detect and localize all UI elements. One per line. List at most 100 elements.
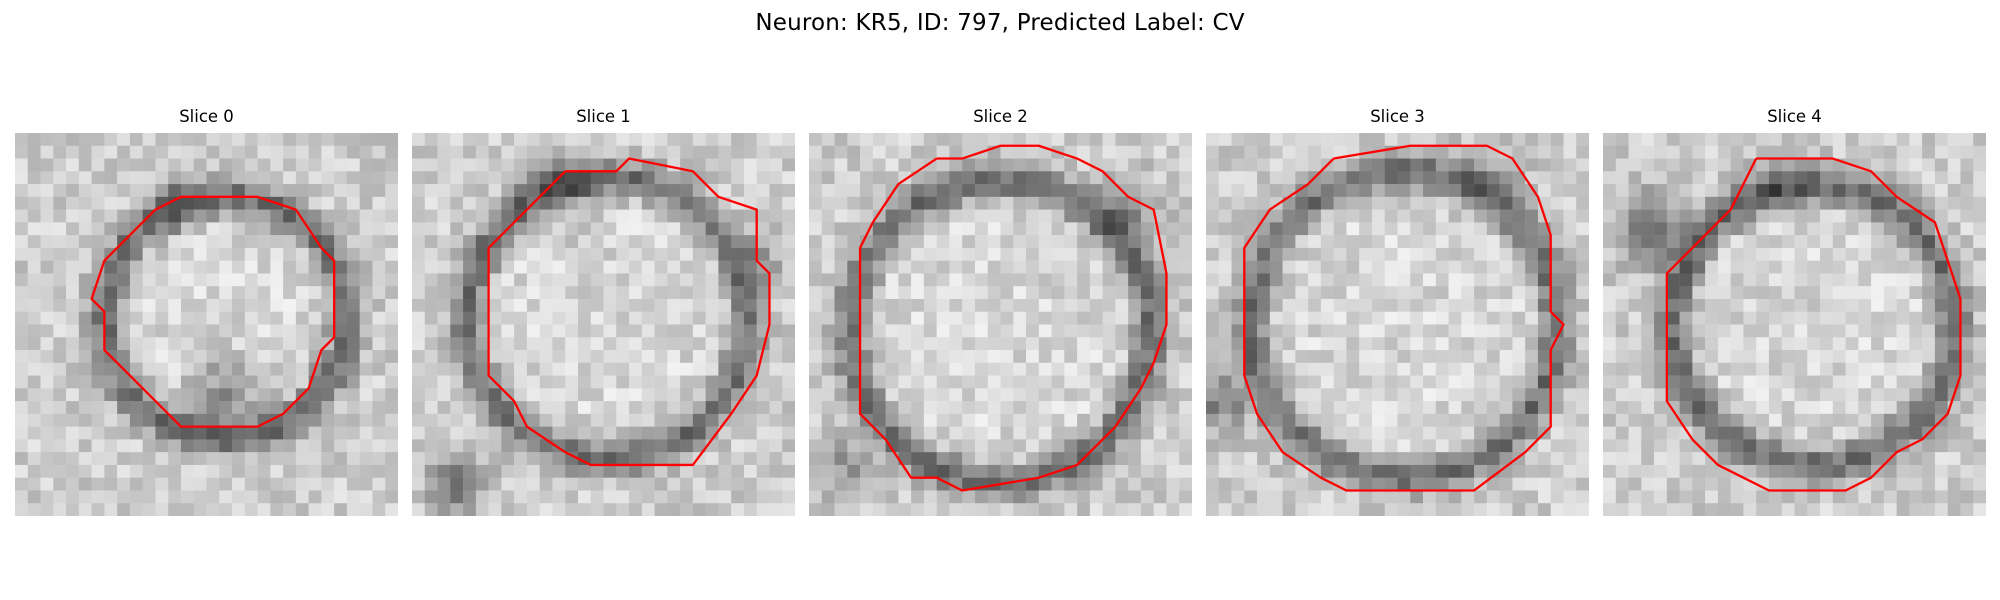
pixel <box>194 273 207 286</box>
pixel <box>1807 273 1820 286</box>
pixel <box>769 401 782 414</box>
pixel <box>1935 388 1948 401</box>
pixel <box>822 286 835 299</box>
pixel <box>1206 401 1219 414</box>
pixel <box>245 312 258 325</box>
pixel <box>1641 159 1654 172</box>
pixel <box>1052 312 1065 325</box>
pixel <box>104 465 117 478</box>
pixel <box>1922 171 1935 184</box>
pixel <box>822 146 835 159</box>
pixel <box>1064 363 1077 376</box>
pixel <box>1603 222 1616 235</box>
pixel <box>565 490 578 503</box>
pixel <box>1039 273 1052 286</box>
pixel <box>1449 210 1462 223</box>
pixel <box>501 478 514 491</box>
pixel <box>181 325 194 338</box>
pixel <box>578 312 591 325</box>
pixel <box>835 439 848 452</box>
pixel <box>1359 261 1372 274</box>
pixel <box>1359 299 1372 312</box>
pixel <box>937 414 950 427</box>
pixel <box>1616 273 1629 286</box>
pixel <box>438 490 451 503</box>
pixel <box>143 376 156 389</box>
pixel <box>1718 503 1731 516</box>
pixel <box>937 261 950 274</box>
pixel <box>143 465 156 478</box>
pixel <box>283 146 296 159</box>
pixel <box>194 261 207 274</box>
pixel <box>731 312 744 325</box>
pixel <box>898 439 911 452</box>
pixel <box>1743 133 1756 146</box>
pixel <box>782 325 795 338</box>
pixel <box>898 478 911 491</box>
pixel <box>769 261 782 274</box>
pixel <box>1346 363 1359 376</box>
pixel <box>1283 261 1296 274</box>
pixel <box>1461 452 1474 465</box>
pixel <box>1283 159 1296 172</box>
pixel <box>1334 222 1347 235</box>
pixel <box>15 490 28 503</box>
pixel <box>1512 503 1525 516</box>
pixel <box>79 452 92 465</box>
pixel <box>847 197 860 210</box>
pixel <box>438 299 451 312</box>
pixel <box>1487 376 1500 389</box>
pixel <box>450 184 463 197</box>
pixel <box>1436 478 1449 491</box>
slice-panel-2: Slice 2 <box>809 0 1192 600</box>
pixel <box>1667 286 1680 299</box>
pixel <box>886 171 899 184</box>
pixel <box>1756 261 1769 274</box>
pixel <box>1935 210 1948 223</box>
pixel <box>1436 350 1449 363</box>
pixel <box>1616 503 1629 516</box>
pixel <box>66 337 79 350</box>
pixel <box>1563 197 1576 210</box>
pixel <box>540 197 553 210</box>
pixel <box>1935 465 1948 478</box>
pixel <box>450 133 463 146</box>
pixel <box>489 261 502 274</box>
pixel <box>321 312 334 325</box>
pixel <box>372 414 385 427</box>
pixel <box>1871 427 1884 440</box>
pixel <box>501 171 514 184</box>
pixel <box>514 235 527 248</box>
pixel <box>321 133 334 146</box>
pixel <box>1346 452 1359 465</box>
pixel <box>1103 452 1116 465</box>
pixel <box>168 478 181 491</box>
pixel <box>321 388 334 401</box>
pixel <box>591 261 604 274</box>
pixel <box>718 503 731 516</box>
pixel <box>1141 146 1154 159</box>
pixel <box>809 286 822 299</box>
pixel <box>835 235 848 248</box>
pixel <box>949 248 962 261</box>
pixel <box>1052 197 1065 210</box>
pixel <box>1629 299 1642 312</box>
pixel <box>194 235 207 248</box>
pixel <box>28 439 41 452</box>
pixel <box>1807 159 1820 172</box>
pixel <box>1692 286 1705 299</box>
pixel <box>1616 350 1629 363</box>
pixel <box>450 414 463 427</box>
pixel <box>860 299 873 312</box>
pixel <box>769 388 782 401</box>
pixel <box>822 452 835 465</box>
pixel <box>425 210 438 223</box>
pixel <box>680 427 693 440</box>
pixel <box>232 222 245 235</box>
pixel <box>1461 210 1474 223</box>
pixel <box>540 286 553 299</box>
pixel <box>1705 197 1718 210</box>
pixel <box>1718 184 1731 197</box>
pixel <box>207 235 220 248</box>
pixel <box>1321 197 1334 210</box>
